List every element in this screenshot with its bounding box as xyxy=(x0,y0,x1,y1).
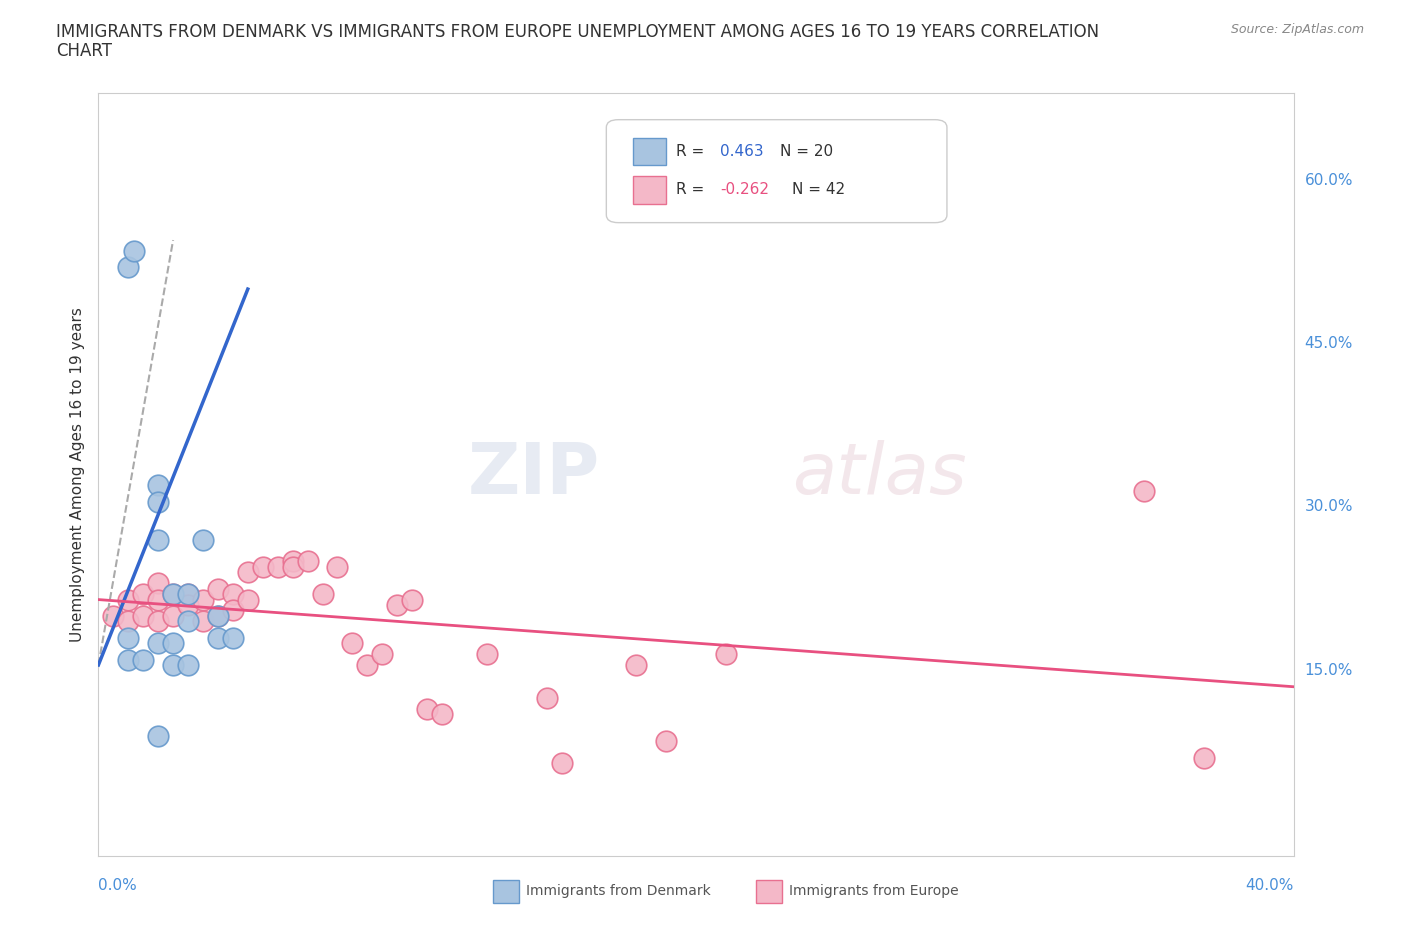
Point xyxy=(177,614,200,629)
Text: N = 20: N = 20 xyxy=(780,144,832,159)
Point xyxy=(416,701,439,716)
Point xyxy=(714,646,737,661)
Text: CHART: CHART xyxy=(56,42,112,60)
Point xyxy=(162,587,184,602)
Point xyxy=(124,244,146,259)
Point xyxy=(177,587,200,602)
Point xyxy=(148,478,170,493)
Point xyxy=(536,690,558,705)
Point xyxy=(117,259,139,274)
FancyBboxPatch shape xyxy=(756,880,782,903)
Text: 45.0%: 45.0% xyxy=(1305,336,1353,351)
Point xyxy=(385,598,409,613)
Point xyxy=(117,631,139,645)
Point xyxy=(148,532,170,547)
Point xyxy=(148,636,170,651)
Point xyxy=(311,587,333,602)
FancyBboxPatch shape xyxy=(606,120,948,222)
Point xyxy=(132,587,155,602)
Point xyxy=(162,658,184,672)
Point xyxy=(162,608,184,623)
Point xyxy=(222,603,245,618)
Point xyxy=(222,587,245,602)
Point xyxy=(191,614,214,629)
Point xyxy=(162,636,184,651)
Text: atlas: atlas xyxy=(792,440,966,509)
Point xyxy=(207,581,229,596)
Text: N = 42: N = 42 xyxy=(792,182,845,197)
Point xyxy=(356,658,378,672)
Point xyxy=(401,592,423,607)
Text: 30.0%: 30.0% xyxy=(1305,499,1353,514)
Text: Immigrants from Denmark: Immigrants from Denmark xyxy=(526,884,711,898)
Point xyxy=(655,734,678,749)
Point xyxy=(207,608,229,623)
FancyBboxPatch shape xyxy=(633,138,666,166)
Text: 60.0%: 60.0% xyxy=(1305,173,1353,188)
Point xyxy=(252,560,274,575)
Point xyxy=(281,560,304,575)
Text: R =: R = xyxy=(676,182,709,197)
FancyBboxPatch shape xyxy=(633,176,666,204)
Point xyxy=(342,636,364,651)
Point xyxy=(148,576,170,591)
Point xyxy=(207,631,229,645)
Point xyxy=(191,532,214,547)
Point xyxy=(177,587,200,602)
Text: 0.463: 0.463 xyxy=(720,144,763,159)
Point xyxy=(222,631,245,645)
Point xyxy=(117,614,139,629)
Y-axis label: Unemployment Among Ages 16 to 19 years: Unemployment Among Ages 16 to 19 years xyxy=(69,307,84,642)
Text: Source: ZipAtlas.com: Source: ZipAtlas.com xyxy=(1230,23,1364,36)
Point xyxy=(475,646,498,661)
Point xyxy=(326,560,349,575)
Text: 40.0%: 40.0% xyxy=(1246,878,1294,894)
Point xyxy=(267,560,290,575)
Point xyxy=(236,565,259,579)
Point xyxy=(1192,751,1215,765)
Point xyxy=(550,755,572,770)
Point xyxy=(430,707,453,722)
Point xyxy=(281,554,304,569)
Point xyxy=(117,592,139,607)
Text: 0.0%: 0.0% xyxy=(98,878,138,894)
Point xyxy=(132,652,155,667)
Text: ZIP: ZIP xyxy=(468,440,600,509)
Point xyxy=(177,658,200,672)
Text: 15.0%: 15.0% xyxy=(1305,663,1353,678)
Point xyxy=(371,646,394,661)
Point xyxy=(1133,484,1156,498)
Point xyxy=(117,652,139,667)
Point xyxy=(191,592,214,607)
Point xyxy=(236,592,259,607)
Text: R =: R = xyxy=(676,144,709,159)
Point xyxy=(132,608,155,623)
Point xyxy=(297,554,319,569)
Point xyxy=(626,658,648,672)
Point xyxy=(148,614,170,629)
Text: IMMIGRANTS FROM DENMARK VS IMMIGRANTS FROM EUROPE UNEMPLOYMENT AMONG AGES 16 TO : IMMIGRANTS FROM DENMARK VS IMMIGRANTS FR… xyxy=(56,23,1099,41)
Point xyxy=(177,598,200,613)
Point xyxy=(207,608,229,623)
Text: -0.262: -0.262 xyxy=(720,182,769,197)
FancyBboxPatch shape xyxy=(494,880,519,903)
Point xyxy=(148,592,170,607)
Point xyxy=(162,587,184,602)
Text: Immigrants from Europe: Immigrants from Europe xyxy=(789,884,959,898)
Point xyxy=(103,608,125,623)
Point xyxy=(148,494,170,509)
Point xyxy=(148,728,170,743)
